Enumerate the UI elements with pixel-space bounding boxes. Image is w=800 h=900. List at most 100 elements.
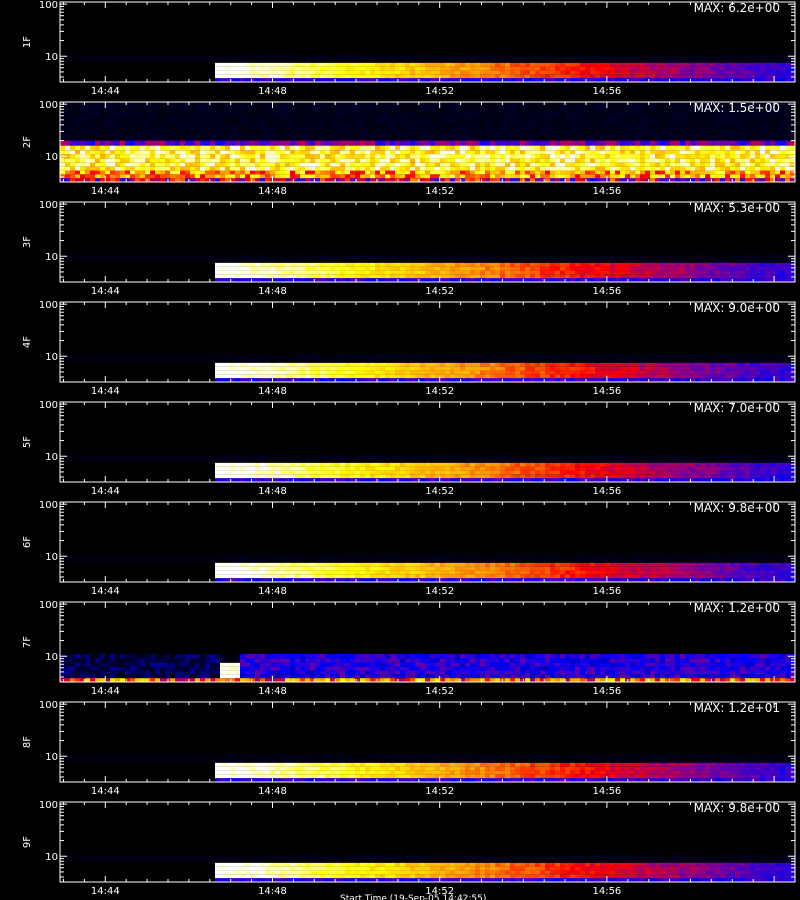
heatmap-cell [410, 174, 415, 179]
heatmap-cell [470, 66, 475, 71]
heatmap-cell [350, 170, 355, 175]
heatmap-cell [300, 262, 305, 267]
heatmap-cell [665, 135, 670, 141]
heatmap-cell [660, 158, 665, 163]
heatmap-cell [290, 158, 295, 163]
heatmap-cell [265, 166, 270, 171]
heatmap-cell [155, 123, 160, 130]
heatmap-cell [565, 110, 570, 118]
heatmap-cell [510, 366, 515, 371]
heatmap-cell [785, 54, 790, 59]
heatmap-cell [105, 140, 110, 146]
heatmap-cell [160, 354, 165, 359]
heatmap-cell [425, 358, 430, 363]
heatmap-cell [705, 266, 710, 271]
heatmap-cell [165, 166, 170, 171]
heatmap-cell [480, 274, 485, 279]
heatmap-cell [515, 102, 520, 111]
heatmap-cell [385, 166, 390, 171]
heatmap-cell [440, 150, 445, 155]
heatmap-cell [515, 123, 520, 130]
heatmap-cell [375, 66, 380, 71]
heatmap-cell [770, 278, 775, 282]
heatmap-cell [470, 54, 475, 59]
heatmap-cell [245, 258, 250, 263]
max-label: MAX: 1.5e+00 [694, 101, 780, 115]
heatmap-cell [175, 140, 180, 146]
heatmap-cell [325, 254, 330, 259]
heatmap-cell [255, 62, 260, 67]
heatmap-cell [775, 66, 780, 71]
heatmap-cell [525, 378, 530, 382]
heatmap-cell [310, 262, 315, 267]
heatmap-cell [325, 145, 330, 151]
heatmap-cell [300, 54, 305, 59]
heatmap-cell [115, 170, 120, 175]
heatmap-cell [60, 140, 65, 146]
heatmap-cell [515, 378, 520, 382]
heatmap-cell [385, 158, 390, 163]
heatmap-cell [90, 54, 95, 59]
heatmap-cell [475, 150, 480, 155]
heatmap-cell [655, 174, 660, 179]
heatmap-cell [750, 258, 755, 263]
heatmap-cell [155, 178, 160, 182]
heatmap-cell [510, 58, 515, 63]
heatmap-cell [525, 70, 530, 75]
heatmap-cell [610, 254, 615, 259]
heatmap-cell [490, 154, 495, 159]
heatmap-cell [400, 274, 405, 279]
heatmap-cell [100, 117, 105, 124]
heatmap-cell [360, 274, 365, 279]
heatmap-cell [345, 74, 350, 79]
heatmap-cell [330, 370, 335, 375]
heatmap-cell [340, 145, 345, 151]
heatmap-cell [310, 158, 315, 163]
heatmap-cell [140, 145, 145, 151]
heatmap-cell [70, 58, 75, 63]
heatmap-cell [490, 174, 495, 179]
heatmap-cell [250, 178, 255, 182]
heatmap-cell [605, 58, 610, 63]
heatmap-cell [730, 110, 735, 118]
heatmap-cell [445, 170, 450, 175]
heatmap-cell [685, 174, 690, 179]
heatmap-cell [440, 266, 445, 271]
heatmap-cell [745, 117, 750, 124]
heatmap-cell [240, 110, 245, 118]
heatmap-cell [555, 258, 560, 263]
heatmap-cell [415, 140, 420, 146]
heatmap-cell [575, 158, 580, 163]
heatmap-cell [525, 174, 530, 179]
heatmap-cell [450, 54, 455, 59]
heatmap-cell [650, 266, 655, 271]
heatmap-cell [455, 117, 460, 124]
heatmap-cell [360, 158, 365, 163]
heatmap-cell [285, 166, 290, 171]
heatmap-cell [390, 170, 395, 175]
heatmap-cell [560, 170, 565, 175]
heatmap-cell [545, 274, 550, 279]
heatmap-cell [190, 117, 195, 124]
heatmap-cell [400, 262, 405, 267]
heatmap-cell [230, 170, 235, 175]
heatmap-cell [615, 154, 620, 159]
heatmap-cell [470, 58, 475, 63]
heatmap-cell [390, 140, 395, 146]
heatmap-cell [235, 162, 240, 167]
heatmap-cell [385, 262, 390, 267]
heatmap-cell [255, 170, 260, 175]
heatmap-cell [695, 110, 700, 118]
heatmap-cell [80, 162, 85, 167]
heatmap-cell [465, 117, 470, 124]
heatmap-cell [60, 158, 65, 163]
heatmap-cell [445, 150, 450, 155]
heatmap-cell [755, 278, 760, 282]
heatmap-cell [410, 154, 415, 159]
heatmap-cell [455, 254, 460, 259]
heatmap-cell [230, 58, 235, 63]
heatmap-cell [685, 278, 690, 282]
heatmap-cell [360, 62, 365, 67]
heatmap-cell [460, 358, 465, 363]
